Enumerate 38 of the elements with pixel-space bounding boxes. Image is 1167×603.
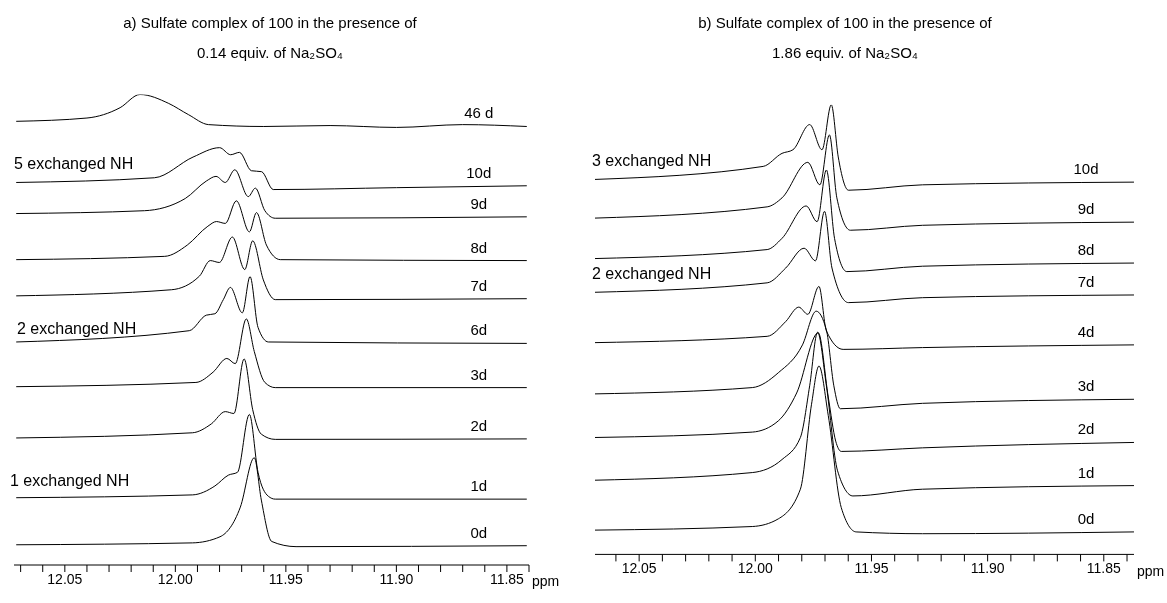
series-label: 2d <box>1077 420 1095 438</box>
series-label: 3d <box>1077 377 1095 395</box>
series-label: 1d <box>1077 463 1095 481</box>
x-tick-label: 11.85 <box>1086 560 1121 577</box>
series-label: 46 d <box>464 104 494 122</box>
series-label: 9d <box>1077 200 1095 218</box>
x-tick-label: 12.05 <box>621 560 657 577</box>
x-tick-label: 11.95 <box>854 560 889 577</box>
x-tick-label: 12.00 <box>737 560 774 577</box>
annotation: 5 exchanged NH <box>14 155 134 173</box>
x-tick-label: 11.95 <box>268 570 304 587</box>
annotation: 2 exchanged NH <box>17 320 137 338</box>
series-label: 10d <box>466 163 492 181</box>
chart-title: a) Sulfate complex of 100 in the presence of 0.14 equiv. of Na₂SO₄ <box>122 13 418 63</box>
x-tick-label: 12.00 <box>157 570 194 587</box>
series-label: 10d <box>1073 160 1099 178</box>
series-label: 0d <box>470 523 488 541</box>
annotation: 2 exchanged NH <box>592 265 712 283</box>
x-tick-label: 11.90 <box>970 560 1005 577</box>
series-label: 9d <box>470 194 488 212</box>
annotation: 1 exchanged NH <box>10 472 130 490</box>
series-label: 1d <box>470 477 488 495</box>
series-label: 2d <box>470 416 488 434</box>
series-label: 4d <box>1077 322 1095 340</box>
chart-title: b) Sulfate complex of 100 in the presence of 1.86 equiv. of Na₂SO₄ <box>697 13 993 63</box>
series-label: 6d <box>470 321 488 339</box>
series-label: 7d <box>470 276 488 294</box>
series-label: 3d <box>470 365 488 383</box>
series-label: 0d <box>1077 509 1095 527</box>
x-tick-label: 11.90 <box>379 570 414 587</box>
x-tick-label: 11.85 <box>489 570 525 587</box>
x-tick-label: 12.05 <box>47 570 83 587</box>
series-label: 8d <box>1077 241 1095 259</box>
series-label: 8d <box>470 238 488 256</box>
series-label: 7d <box>1077 272 1095 290</box>
x-axis-title: ppm <box>532 573 560 589</box>
x-axis-title: ppm <box>1137 563 1165 579</box>
annotation: 3 exchanged NH <box>592 152 712 170</box>
